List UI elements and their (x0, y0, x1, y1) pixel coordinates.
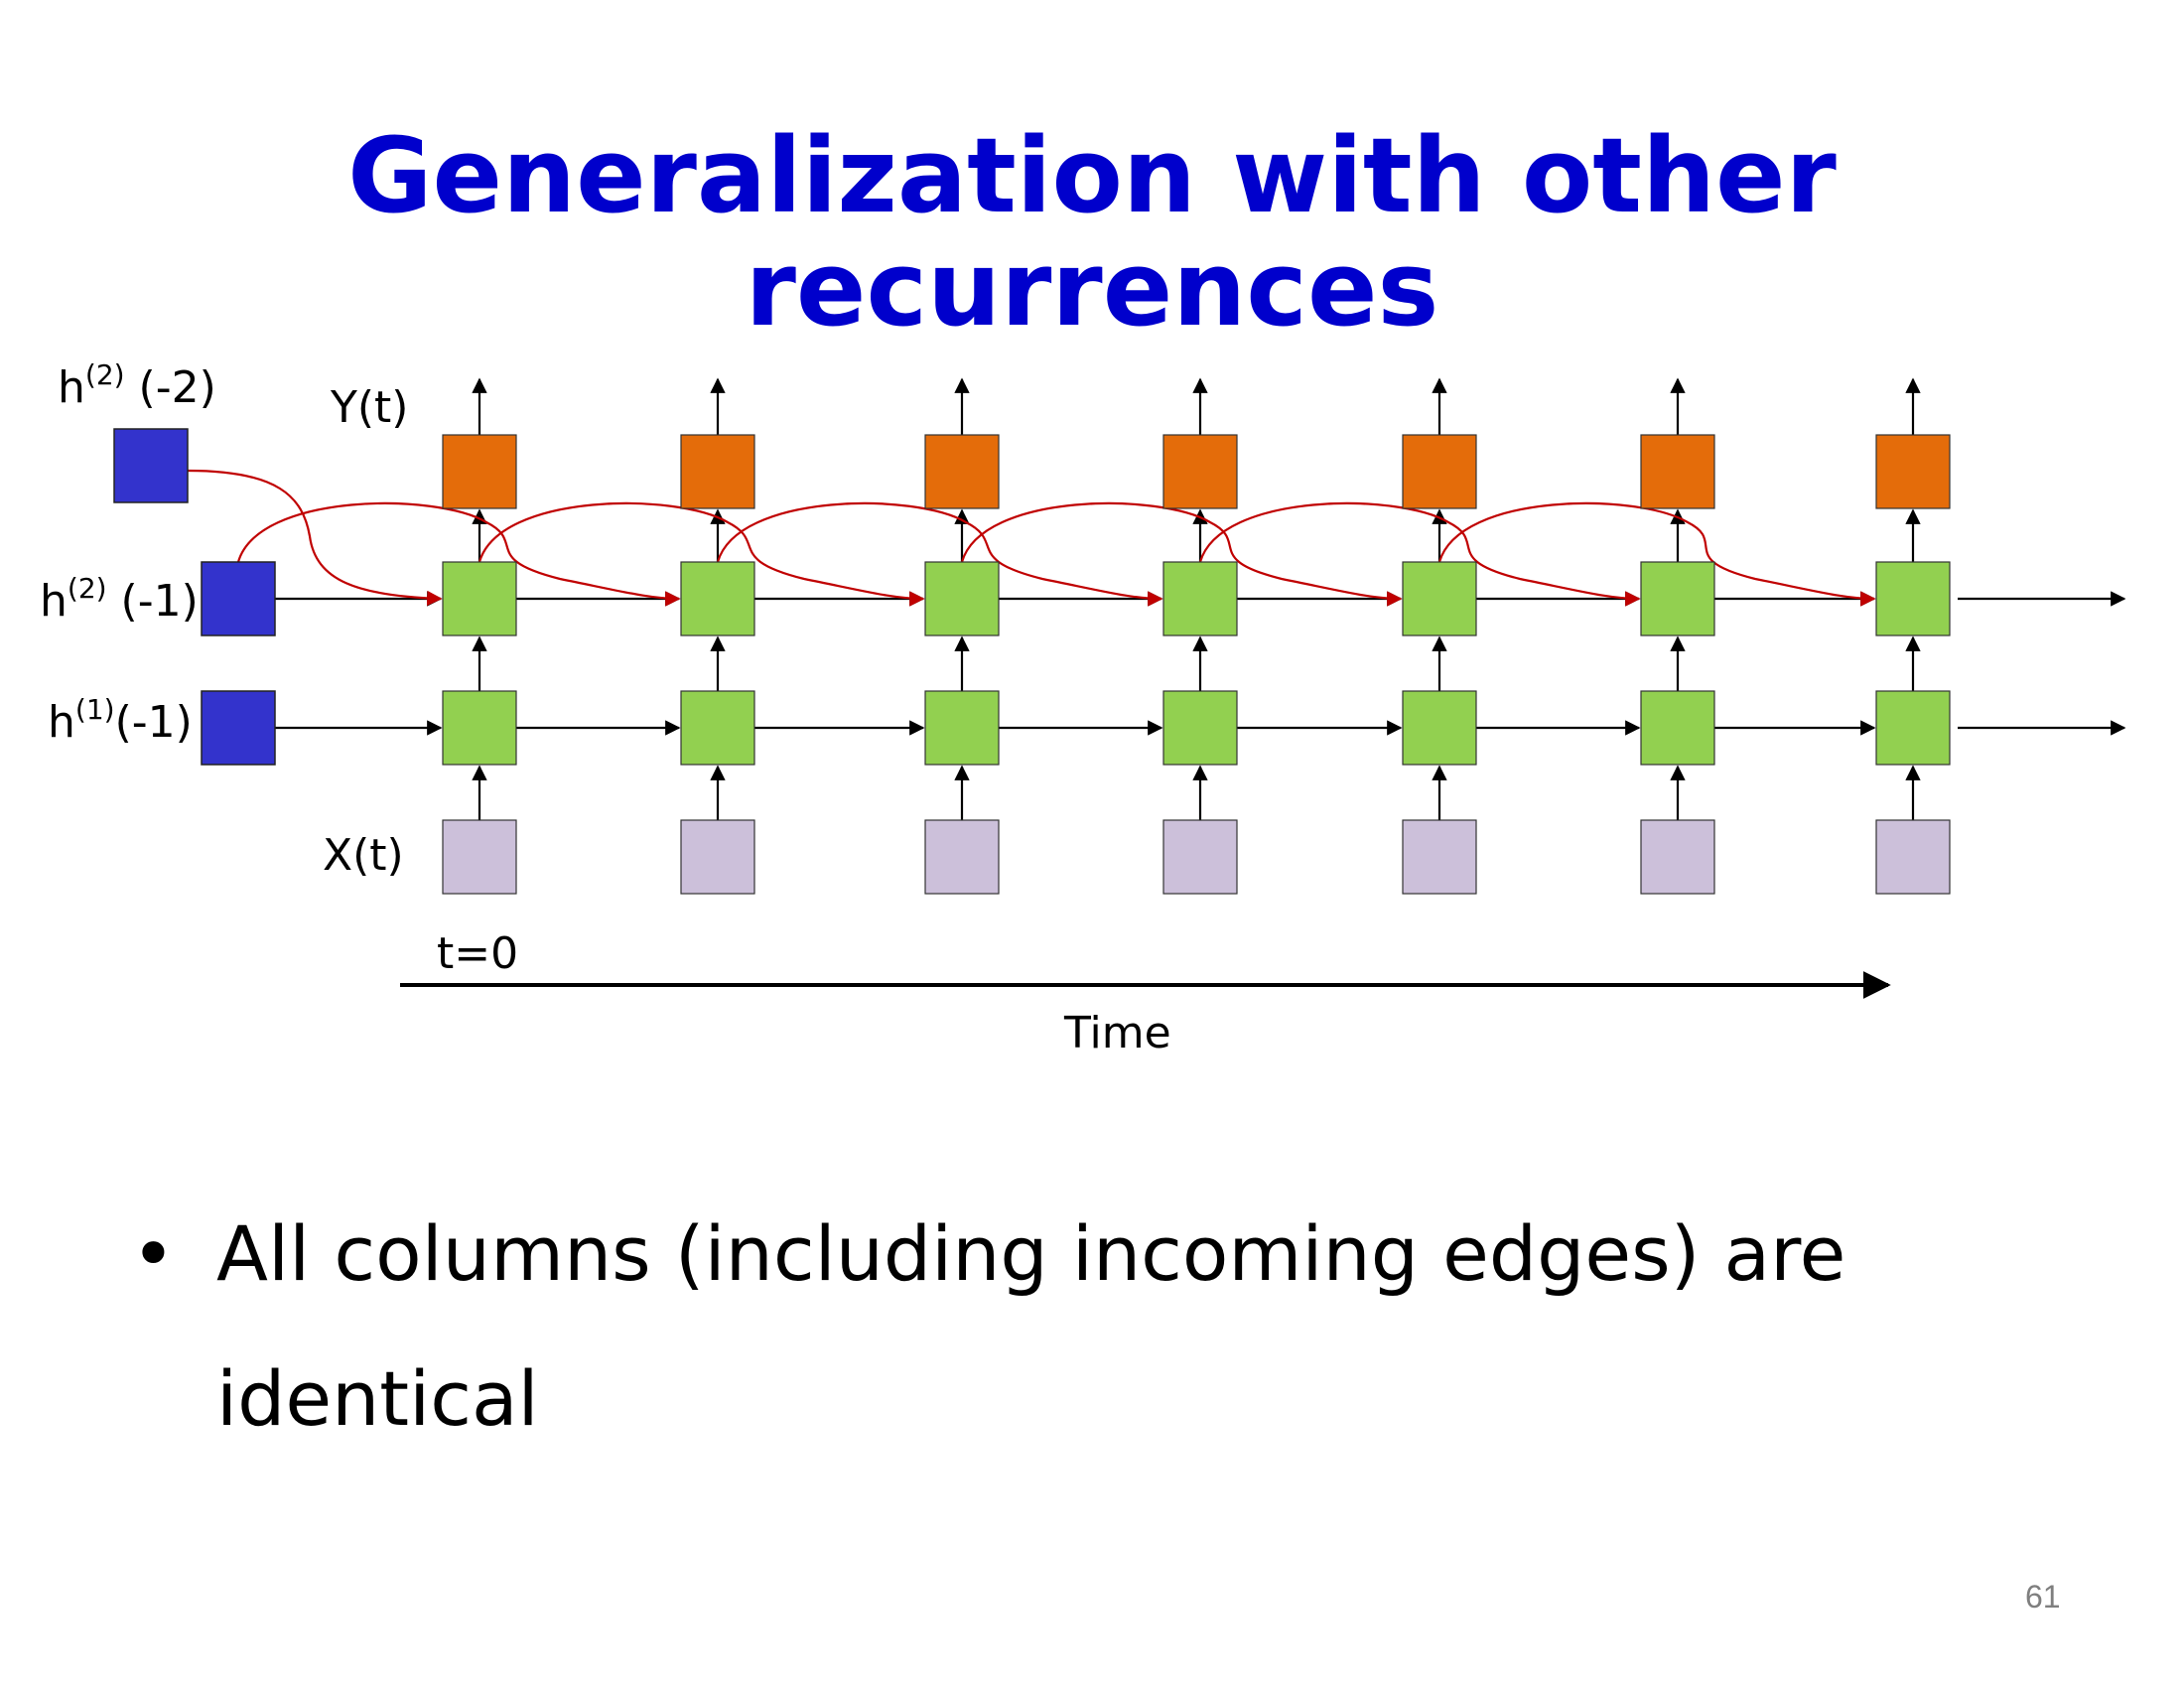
output-node-6 (1875, 434, 1951, 509)
hidden-layer2-node-5 (1640, 561, 1715, 636)
input-node-4 (1402, 819, 1477, 895)
label-t0: t=0 (437, 928, 518, 979)
skip-edge-3 (1198, 501, 1641, 607)
label-input-x: X(t) (323, 830, 404, 881)
skip-edge-4 (1437, 501, 1876, 607)
bullet-list: • All columns (including incoming edges)… (131, 1182, 2017, 1472)
hidden-layer2-node-1 (680, 561, 755, 636)
slide-title: Generalization with other recurrences (347, 115, 1837, 351)
hidden-layer1-node-3 (1162, 690, 1238, 766)
output-node-2 (924, 434, 1000, 509)
nodes-layer (442, 434, 1951, 895)
output-node-3 (1162, 434, 1238, 509)
hidden-layer2-node-0 (442, 561, 517, 636)
hidden-layer1-node-4 (1402, 690, 1477, 766)
input-node-2 (924, 819, 1000, 895)
hidden-layer2-node-6 (1875, 561, 1951, 636)
input-node-0 (442, 819, 517, 895)
skip-edge-0 (478, 501, 925, 607)
label-h2-minus1: h(2) (-1) (40, 572, 199, 627)
output-node-4 (1402, 434, 1477, 509)
skip-edge-1 (716, 501, 1163, 607)
hidden-layer1-node-2 (924, 690, 1000, 766)
skip-edges-layer (187, 469, 1876, 607)
input-node-1 (680, 819, 755, 895)
skip-edge-init-h2-minus1 (236, 501, 681, 607)
hidden-layer1-node-0 (442, 690, 517, 766)
skip-edge-2 (960, 501, 1403, 607)
label-h1-minus1: h(1)(-1) (48, 693, 193, 748)
input-node-5 (1640, 819, 1715, 895)
output-node-1 (680, 434, 755, 509)
hidden-layer2-node-2 (924, 561, 1000, 636)
init-state-h2-minus2-box (113, 428, 189, 503)
init-state-h1-minus1-box (201, 690, 276, 766)
output-node-0 (442, 434, 517, 509)
label-h2-minus2: h(2) (-2) (58, 358, 216, 413)
bullet-item: All columns (including incoming edges) a… (216, 1209, 1846, 1443)
hidden-layer1-node-1 (680, 690, 755, 766)
input-node-6 (1875, 819, 1951, 895)
page-number: 61 (2025, 1579, 2061, 1615)
hidden-layer2-node-4 (1402, 561, 1477, 636)
hidden-layer1-node-6 (1875, 690, 1951, 766)
init-state-h2-minus1-box (201, 561, 276, 636)
hidden-layer2-node-3 (1162, 561, 1238, 636)
hidden-layer1-node-5 (1640, 690, 1715, 766)
edges-layer (275, 377, 2126, 820)
skip-edge-init-h2-minus2 (187, 469, 443, 607)
label-time-axis: Time (1063, 1008, 1171, 1058)
bullet-marker: • (131, 1209, 176, 1298)
output-node-5 (1640, 434, 1715, 509)
label-output-y: Y(t) (330, 382, 408, 433)
input-node-3 (1162, 819, 1238, 895)
